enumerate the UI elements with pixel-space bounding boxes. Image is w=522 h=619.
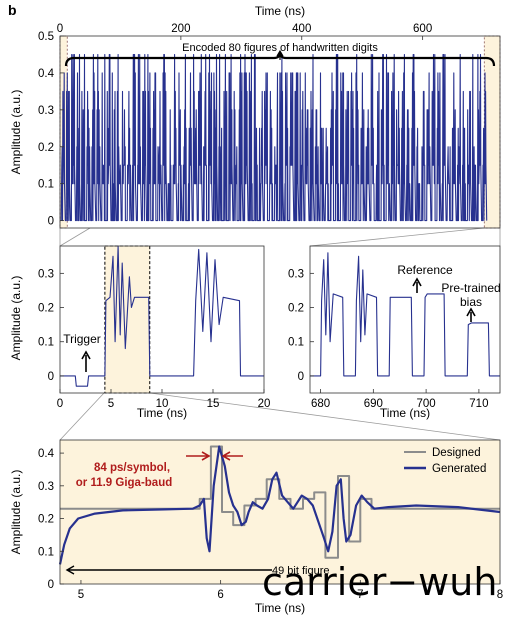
mid-right-y-ticks: 0 0.1 0.2 0.3 [288,268,314,383]
legend-designed-label: Designed [432,447,481,459]
top-x-tick-label: 0 [57,23,63,35]
mr-y-tick-label: 0.2 [288,303,304,315]
ml-y-tick-label: 0 [48,371,54,383]
bias-label-line2: bias [460,295,482,309]
legend: Designed Generated [404,447,486,475]
watermark-text: carrier−wuh [262,560,498,604]
bottom-panel: 5 6 7 8 0 0.1 0.2 0.3 0.4 Time (ns) Amplitude (… [9,439,503,615]
mid-right-trace [310,252,500,377]
mr-x-tick-label: 700 [417,398,436,410]
top-plot-frame [59,35,501,229]
bottom-traces [58,445,501,565]
top-y-tick-label: 0.3 [38,105,54,117]
baud-arrow-right [221,451,243,461]
mid-left-signal-line [60,245,264,387]
bt-y-tick-label: 0.1 [38,546,54,558]
top-x-tick-label: 400 [292,23,311,35]
top-y-tick-label: 0.2 [38,142,54,154]
bt-x-tick-label: 5 [78,589,84,601]
top-x-tick-label: 200 [171,23,190,35]
top-bracket-arrow [276,49,284,60]
bt-x-tick-label: 6 [217,589,223,601]
panel-label: b [8,2,17,18]
top-panel: 0 200 400 600 0 0.1 0.2 0.3 0.4 0.5 Time (ns) Am… [9,4,501,229]
top-signal-line [60,53,488,222]
top-x-ticks: 0 200 400 600 [57,23,432,40]
top-x-tick-label: 600 [413,23,432,35]
zoom-connectors [59,227,501,441]
bottom-y-ticks: 0 0.1 0.2 0.3 0.4 [38,448,64,591]
mr-y-tick-label: 0.3 [288,268,304,280]
ml-x-tick-label: 20 [258,398,271,410]
mr-x-tick-label: 710 [469,398,488,410]
bias-label-line1: Pre-trained [441,281,500,295]
bt-y-tick-label: 0.4 [38,448,55,460]
top-y-tick-label: 0.5 [38,31,54,43]
ml-y-tick-label: 0.3 [38,268,54,280]
mid-left-x-axis-label: Time (ns) [137,406,187,420]
reference-label: Reference [397,263,453,277]
bt-y-tick-label: 0 [48,579,54,591]
ml-y-tick-label: 0.2 [38,303,54,315]
mid-right-x-ticks: 680 690 700 710 [311,389,488,410]
figure-length-arrow [65,565,272,575]
baud-annotation-line1: 84 ps/symbol, [94,462,170,474]
mid-left-plot-frame [59,245,265,394]
mid-right-x-axis-label: Time (ns) [380,406,430,420]
top-signal-trace [60,53,488,222]
bias-arrow [466,307,476,322]
ml-x-tick-label: 0 [57,398,63,410]
figure-length-label: 49 bit figure [272,565,329,577]
bottom-y-axis-label: Amplitude (a.u.) [9,470,23,555]
mid-right-signal-line [310,252,500,377]
bt-x-tick-label: 8 [497,589,503,601]
top-y-axis-label: Amplitude (a.u.) [9,90,23,175]
bottom-x-ticks: 5 6 7 8 [78,580,503,601]
mr-x-tick-label: 690 [364,398,383,410]
generated-line [58,445,501,565]
mid-left-trace [60,245,264,387]
mid-right-panel: 680 690 700 710 0 0.1 0.2 0.3 Time (ns) Refere… [288,245,501,420]
mid-left-y-axis-label: Amplitude (a.u.) [9,276,23,361]
bt-x-tick-label: 7 [357,589,363,601]
top-y-tick-label: 0 [48,216,54,228]
baud-annotation-line2: or 11.9 Giga-baud [76,477,173,489]
bottom-x-axis-label: Time (ns) [255,601,305,615]
mid-right-plot-frame [309,245,501,394]
top-x-axis-label: Time (ns) [255,4,305,18]
baud-arrow-left [186,451,211,461]
trigger-label: Trigger [63,332,101,346]
ml-x-tick-label: 15 [207,398,220,410]
bt-y-tick-label: 0.3 [38,481,54,493]
bottom-plot-frame [59,439,501,585]
top-highlight-right [483,35,501,229]
top-y-tick-label: 0.4 [38,68,55,80]
top-y-ticks: 0 0.1 0.2 0.3 0.4 0.5 [38,31,64,228]
mid-left-x-ticks: 0 5 10 15 20 [57,389,271,410]
top-annotation: Encoded 80 figures of handwritten digits [182,42,378,54]
ml-y-tick-label: 0.1 [38,337,54,349]
bt-y-tick-label: 0.2 [38,514,54,526]
legend-generated-label: Generated [432,463,486,475]
bottom-plot-background [60,440,500,584]
mid-left-y-ticks: 0 0.1 0.2 0.3 [38,268,64,383]
mid-left-panel: 0 5 10 15 20 0 0.1 0.2 0.3 Time (ns) Amplitude … [9,245,271,420]
mr-y-tick-label: 0.1 [288,337,304,349]
mr-y-tick-label: 0 [298,371,304,383]
reference-arrow [412,277,422,293]
ml-x-tick-label: 10 [156,398,169,410]
ml-x-tick-label: 5 [108,398,114,410]
top-y-tick-label: 0.1 [38,179,54,191]
trigger-arrow [81,350,91,372]
mr-x-tick-label: 680 [311,398,330,410]
